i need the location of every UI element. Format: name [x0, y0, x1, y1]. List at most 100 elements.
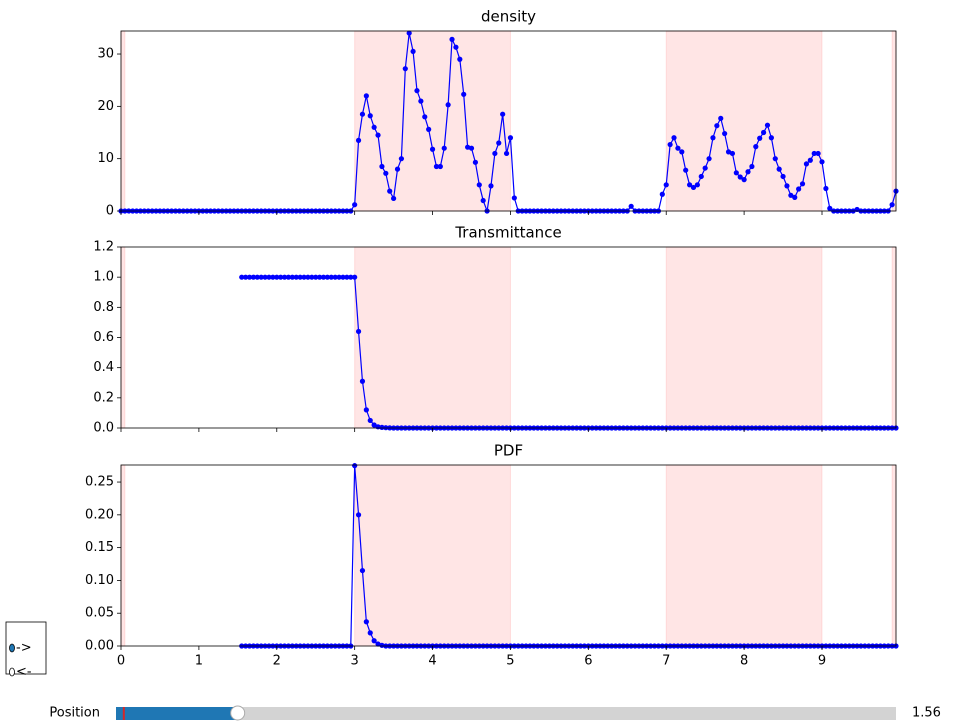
- data-point: [359, 111, 366, 117]
- data-point: [340, 274, 346, 280]
- data-point: [394, 166, 401, 172]
- data-point: [753, 144, 759, 150]
- data-point: [359, 378, 366, 384]
- data-point: [301, 274, 307, 280]
- data-point: [243, 274, 249, 280]
- data-point: [293, 274, 299, 280]
- data-point: [686, 182, 693, 188]
- y-tick-label: 0.6: [93, 330, 114, 345]
- data-point: [406, 30, 412, 36]
- x-tick-label: 0: [117, 654, 125, 669]
- y-tick-label: 0.15: [85, 540, 114, 555]
- data-point: [496, 140, 502, 146]
- data-point: [297, 274, 303, 280]
- data-point: [760, 129, 767, 136]
- data-point: [679, 149, 685, 155]
- data-point: [270, 274, 276, 280]
- data-point: [398, 156, 405, 162]
- y-tick-label: 30: [97, 47, 114, 62]
- data-point: [764, 122, 771, 128]
- data-point: [476, 182, 482, 188]
- data-point: [367, 113, 373, 119]
- x-tick-label: 2: [273, 654, 281, 669]
- data-point: [262, 274, 268, 280]
- data-point: [278, 274, 284, 280]
- data-point: [363, 619, 369, 625]
- x-tick-label: 1: [195, 654, 203, 669]
- data-point: [725, 149, 732, 155]
- y-tick-label: 0.05: [85, 606, 114, 621]
- data-point: [371, 124, 377, 130]
- data-point: [383, 170, 389, 176]
- data-point: [441, 145, 447, 151]
- data-point: [714, 123, 720, 129]
- slider-value: 1.56: [912, 706, 941, 721]
- data-point: [317, 274, 323, 280]
- slider-fill: [116, 707, 238, 720]
- radio-label[interactable]: ->: [16, 641, 32, 656]
- y-tick-label: 0.10: [85, 573, 114, 588]
- data-point: [776, 166, 782, 172]
- data-point: [729, 150, 736, 157]
- data-point: [492, 150, 498, 157]
- data-point: [402, 66, 408, 72]
- data-point: [352, 274, 358, 280]
- data-point: [819, 159, 825, 165]
- slider-handle[interactable]: [230, 705, 246, 721]
- data-point: [336, 274, 342, 280]
- data-point: [433, 163, 440, 170]
- radio-button[interactable]: [9, 667, 15, 677]
- data-point: [488, 183, 494, 189]
- data-point: [379, 424, 385, 430]
- y-tick-label: 1.0: [93, 270, 114, 285]
- data-point: [426, 126, 432, 132]
- data-point: [799, 181, 806, 187]
- data-point: [363, 407, 369, 413]
- data-point: [266, 274, 272, 280]
- data-point: [757, 135, 763, 141]
- data-point: [772, 156, 778, 162]
- data-point: [320, 274, 327, 280]
- data-point: [429, 146, 436, 152]
- data-point: [768, 135, 774, 141]
- data-point: [722, 130, 728, 137]
- radio-button[interactable]: [9, 643, 15, 653]
- slider-label: Position: [49, 706, 100, 721]
- axes-frame: [120, 30, 897, 212]
- shaded-span: [891, 30, 897, 212]
- data-point: [811, 150, 817, 157]
- data-point: [274, 274, 280, 280]
- data-point: [511, 195, 517, 201]
- data-point: [745, 169, 751, 175]
- data-point: [363, 93, 369, 99]
- data-point: [359, 567, 366, 574]
- data-point: [355, 137, 362, 143]
- x-tick-label: 6: [584, 654, 592, 669]
- data-point: [718, 115, 724, 121]
- data-point: [741, 177, 747, 183]
- data-point: [309, 274, 315, 280]
- shaded-span: [120, 464, 126, 647]
- data-point: [468, 145, 475, 151]
- data-point: [305, 274, 311, 280]
- shaded-span: [665, 246, 823, 429]
- data-point: [355, 512, 362, 518]
- data-point: [683, 167, 689, 173]
- data-point: [422, 114, 428, 120]
- data-point: [371, 638, 377, 644]
- data-point: [796, 186, 802, 192]
- data-point: [367, 417, 373, 424]
- data-point: [671, 135, 677, 141]
- data-point: [332, 274, 338, 280]
- data-point: [254, 274, 260, 280]
- y-tick-label: 0.20: [85, 507, 114, 522]
- data-point: [352, 463, 358, 469]
- data-point: [733, 170, 739, 176]
- y-tick-label: 1.2: [93, 240, 114, 255]
- slider-track[interactable]: [116, 707, 896, 720]
- data-point: [500, 111, 506, 117]
- x-tick-label: 9: [818, 654, 826, 669]
- data-point: [667, 141, 673, 148]
- x-tick-label: 5: [506, 654, 514, 669]
- radio-label[interactable]: <-: [16, 665, 32, 680]
